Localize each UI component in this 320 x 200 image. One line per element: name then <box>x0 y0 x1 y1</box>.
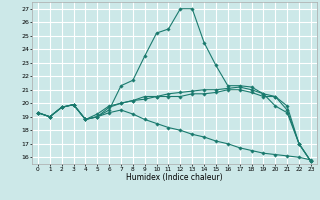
X-axis label: Humidex (Indice chaleur): Humidex (Indice chaleur) <box>126 173 223 182</box>
